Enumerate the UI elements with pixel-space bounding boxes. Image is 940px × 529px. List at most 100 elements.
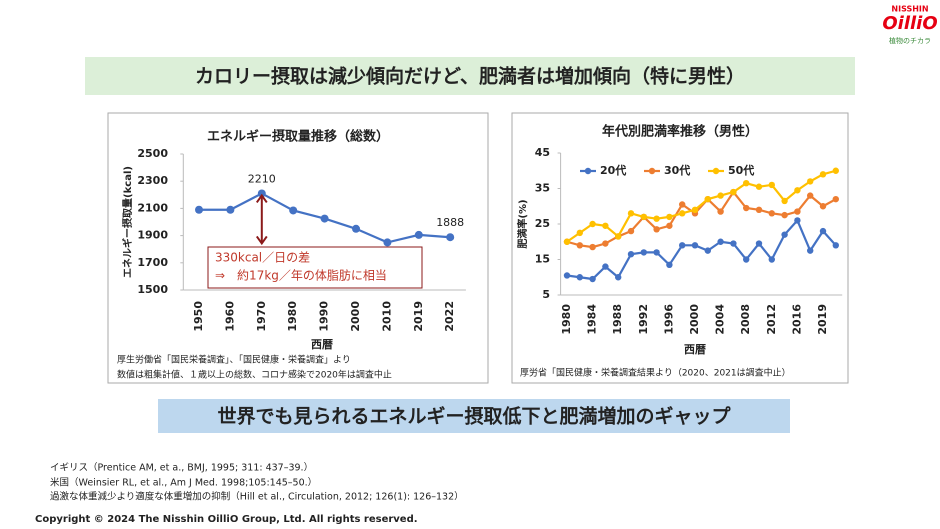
data-point [352,224,360,233]
data-point [807,192,814,199]
legend-marker [648,167,656,175]
x-tick-label: 2019 [816,304,829,335]
source-note: 厚労省「国民健康・栄養調査結果より（2020、2021は調査中止） [520,367,791,379]
data-point [653,215,660,222]
data-point [589,275,596,283]
data-point [320,214,329,223]
data-point [794,187,801,194]
x-tick-label: 1960 [223,301,236,332]
headline-banner [85,57,855,95]
source-note: 数値は粗集計値、１歳以上の総数、コロナ感染で2020年は調査中止 [117,369,392,381]
data-point [627,250,635,258]
y-tick-label: 15 [535,253,550,266]
data-point [615,233,622,240]
reference: 米国（Weinsier RL, et al., Am J Med. 1998;1… [50,477,317,489]
logo-tagline: 植物のチカラ [889,36,931,45]
x-tick-label: 2004 [714,304,727,335]
data-point [717,208,724,215]
y-tick-label: 25 [535,217,550,230]
data-point [576,229,583,237]
data-point [717,238,724,245]
x-tick-label: 2008 [739,304,752,335]
arrow-head [255,235,268,246]
x-axis-title: 西暦 [684,343,706,356]
data-point [627,210,635,217]
logo-name: OilliO [882,13,937,34]
data-point [743,179,750,187]
y-tick-label: 1700 [137,256,168,269]
data-point [730,188,737,196]
x-tick-label: 1980 [286,301,299,332]
data-point [679,242,686,249]
y-tick-label: 35 [535,182,550,195]
data-point [666,261,673,269]
data-point [576,274,583,281]
annotation-box [207,246,423,289]
legend-label: 50代 [728,163,754,177]
y-tick-label: 45 [535,146,550,159]
legend-label: 30代 [664,163,690,177]
data-point [794,217,801,224]
data-point [563,272,571,279]
annotation: ⇒ 約17kg／年の体脂肪に相当 [215,268,387,283]
data-point [768,256,775,263]
copyright: Copyright © 2024 The Nisshin OilliO Grou… [35,514,418,525]
data-point [717,192,724,199]
data-point [627,227,635,235]
data-point [743,204,750,212]
data-point [195,205,203,214]
arrow-head [255,193,268,204]
y-tick-label: 2300 [137,174,168,187]
data-point [768,210,775,217]
data-point [414,230,423,239]
gap-banner-bg [158,399,790,433]
reference: イギリス（Prentice AM, et a., BMJ, 1995; 311:… [50,462,313,474]
headline: カロリー摂取は減少傾向だけど、肥満者は増加傾向（特に男性） [195,65,745,88]
data-point [383,238,392,247]
x-axis-title: 西暦 [311,338,333,351]
data-point [666,213,673,221]
data-point [832,195,839,203]
data-point [768,181,775,189]
gap-banner: 世界でも見られるエネルギー摂取低下と肥満増加のギャップ [217,405,731,428]
x-tick-label: 1970 [255,301,268,332]
x-tick-label: 1950 [192,301,205,332]
data-line [566,218,837,281]
logo-area [870,0,940,48]
data-point [589,243,596,251]
data-point [794,208,801,215]
data-point [615,274,622,281]
x-tick-label: 2000 [688,304,701,335]
data-point [602,222,609,229]
y-tick-label: 2100 [137,201,168,214]
data-point [832,167,839,174]
chart-title: 年代別肥満率推移（男性） [602,124,758,140]
x-tick-label: 1984 [586,304,599,335]
x-tick-label: 2019 [412,301,425,332]
data-point [289,206,298,215]
x-tick-label: 1992 [637,304,650,335]
data-point [563,238,571,245]
legend-marker [712,167,720,175]
data-point [226,205,235,214]
data-point [819,227,827,235]
x-tick-label: 2016 [790,304,803,335]
x-tick-label: 1980 [560,304,573,335]
chart-frame [511,112,849,384]
x-tick-label: 2022 [443,301,456,332]
x-tick-label: 1996 [662,304,675,335]
data-point [755,206,763,213]
data-point [781,211,788,219]
data-point [602,240,609,247]
y-tick-label: 1900 [137,229,168,242]
data-point [640,213,647,221]
data-point [679,210,686,217]
chart-title: エネルギー摂取量推移（総数） [207,129,389,145]
data-line [566,190,837,249]
legend-marker [584,167,592,175]
data-point [691,242,699,249]
data-point [781,231,788,238]
data-point [807,178,814,185]
